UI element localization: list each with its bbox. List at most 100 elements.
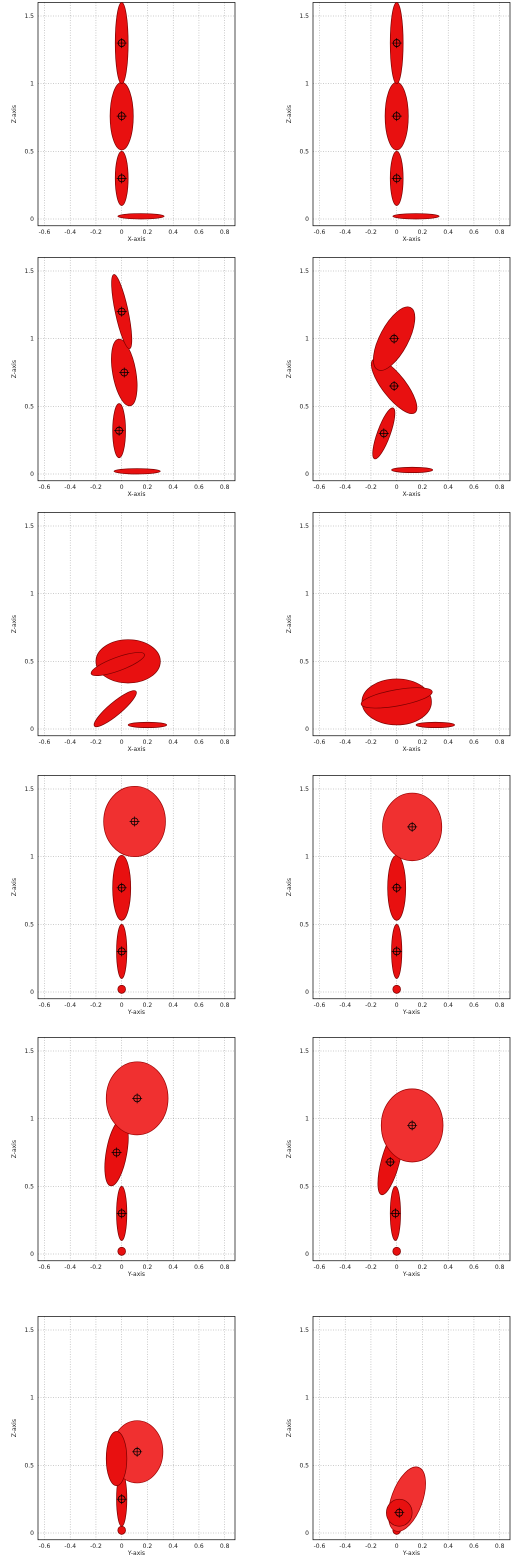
x-tick-label: 0.2 bbox=[418, 1002, 428, 1009]
x-tick-label: 0.4 bbox=[443, 1264, 453, 1271]
x-tick-label: 0.6 bbox=[194, 1002, 204, 1009]
x-tick-label: 0 bbox=[395, 229, 399, 236]
y-tick-label: 1 bbox=[30, 81, 34, 88]
body-segment bbox=[118, 985, 126, 993]
x-tick-label: 0.8 bbox=[220, 1002, 230, 1009]
x-tick-label: 0.6 bbox=[194, 229, 204, 236]
y-tick-label: 0 bbox=[305, 216, 309, 223]
x-tick-label: -0.2 bbox=[365, 739, 377, 746]
x-tick-label: 0.4 bbox=[168, 739, 178, 746]
x-tick-label: 0.4 bbox=[443, 1002, 453, 1009]
y-axis-label: Z-axis bbox=[11, 878, 18, 896]
x-tick-label: 0.2 bbox=[143, 739, 153, 746]
y-axis-label: Z-axis bbox=[11, 105, 18, 123]
y-axis-label: Z-axis bbox=[286, 878, 293, 896]
x-tick-label: 0.6 bbox=[469, 229, 479, 236]
body-segment bbox=[128, 722, 167, 727]
x-tick-label: -0.4 bbox=[339, 484, 351, 491]
panel: -0.6-0.4-0.200.20.40.60.800.511.5Y-axisZ… bbox=[286, 775, 510, 1015]
y-tick-label: 0 bbox=[305, 471, 309, 478]
y-tick-label: 1 bbox=[30, 1116, 34, 1123]
x-tick-label: 0.8 bbox=[495, 229, 505, 236]
x-tick-label: 0.6 bbox=[194, 1543, 204, 1550]
y-tick-label: 1 bbox=[30, 1395, 34, 1402]
y-tick-label: 1.5 bbox=[24, 523, 34, 530]
body-segment bbox=[381, 1462, 433, 1536]
x-axis-label: Y-axis bbox=[402, 1550, 420, 1557]
x-tick-label: 0 bbox=[395, 1543, 399, 1550]
panel: -0.6-0.4-0.200.20.40.60.800.511.5X-axisZ… bbox=[286, 257, 510, 497]
y-tick-label: 1 bbox=[305, 854, 309, 861]
y-tick-label: 1 bbox=[30, 591, 34, 598]
x-tick-label: 0.4 bbox=[168, 1264, 178, 1271]
x-tick-label: 0.2 bbox=[418, 229, 428, 236]
x-tick-label: -0.6 bbox=[39, 1264, 51, 1271]
x-tick-label: 0.8 bbox=[495, 1264, 505, 1271]
y-tick-label: 0.5 bbox=[24, 403, 34, 410]
x-tick-label: -0.6 bbox=[39, 739, 51, 746]
x-tick-label: 0.2 bbox=[418, 1264, 428, 1271]
x-axis-label: X-axis bbox=[403, 236, 421, 243]
x-tick-label: 0.2 bbox=[418, 484, 428, 491]
body-segment bbox=[114, 469, 160, 474]
x-tick-label: -0.4 bbox=[339, 229, 351, 236]
x-tick-label: -0.2 bbox=[90, 1543, 102, 1550]
y-tick-label: 1.5 bbox=[24, 786, 34, 793]
x-tick-label: -0.6 bbox=[314, 1002, 326, 1009]
y-axis-label: Z-axis bbox=[286, 1419, 293, 1437]
y-tick-label: 1 bbox=[305, 336, 309, 343]
x-tick-label: 0 bbox=[120, 739, 124, 746]
x-tick-label: -0.2 bbox=[90, 739, 102, 746]
x-tick-label: 0.8 bbox=[220, 229, 230, 236]
body-segment bbox=[392, 467, 433, 472]
panel: -0.6-0.4-0.200.20.40.60.800.511.5Y-axisZ… bbox=[286, 1316, 510, 1556]
x-tick-label: -0.6 bbox=[314, 739, 326, 746]
body-segment bbox=[393, 214, 439, 219]
x-tick-label: -0.4 bbox=[339, 1002, 351, 1009]
x-tick-label: -0.4 bbox=[64, 1264, 76, 1271]
y-tick-label: 1 bbox=[305, 591, 309, 598]
x-tick-label: 0.8 bbox=[220, 739, 230, 746]
body-segment bbox=[118, 1526, 126, 1534]
y-tick-label: 0 bbox=[30, 989, 34, 996]
x-tick-label: 0.2 bbox=[143, 1543, 153, 1550]
x-tick-label: 0 bbox=[120, 1264, 124, 1271]
axes-frame bbox=[313, 257, 510, 480]
y-tick-label: 1 bbox=[305, 1395, 309, 1402]
x-tick-label: 0 bbox=[120, 229, 124, 236]
x-tick-label: 0.2 bbox=[143, 484, 153, 491]
axes-frame bbox=[38, 512, 235, 735]
y-tick-label: 0.5 bbox=[24, 148, 34, 155]
x-tick-label: 0.8 bbox=[495, 1002, 505, 1009]
x-tick-label: 0.2 bbox=[418, 1543, 428, 1550]
x-tick-label: -0.2 bbox=[365, 1002, 377, 1009]
x-tick-label: 0 bbox=[120, 1543, 124, 1550]
y-tick-label: 0.5 bbox=[299, 658, 309, 665]
x-tick-label: 0.4 bbox=[168, 1543, 178, 1550]
axes-frame bbox=[38, 2, 235, 225]
y-tick-label: 1.5 bbox=[299, 13, 309, 20]
panel: -0.6-0.4-0.200.20.40.60.800.511.5Y-axisZ… bbox=[11, 1316, 235, 1556]
x-tick-label: 0 bbox=[395, 1002, 399, 1009]
x-axis-label: Y-axis bbox=[127, 1550, 145, 1557]
x-tick-label: -0.4 bbox=[339, 1543, 351, 1550]
x-tick-label: 0 bbox=[395, 1264, 399, 1271]
x-tick-label: -0.2 bbox=[90, 1002, 102, 1009]
x-tick-label: 0.2 bbox=[418, 739, 428, 746]
y-tick-label: 0.5 bbox=[299, 1183, 309, 1190]
x-tick-label: 0.4 bbox=[168, 229, 178, 236]
y-axis-label: Z-axis bbox=[11, 615, 18, 633]
y-tick-label: 1.5 bbox=[24, 1048, 34, 1055]
x-tick-label: 0.8 bbox=[220, 484, 230, 491]
x-tick-label: -0.6 bbox=[39, 229, 51, 236]
y-tick-label: 0 bbox=[30, 726, 34, 733]
x-tick-label: 0.8 bbox=[495, 739, 505, 746]
x-tick-label: -0.6 bbox=[314, 1264, 326, 1271]
y-tick-label: 1.5 bbox=[299, 268, 309, 275]
y-tick-label: 1.5 bbox=[24, 13, 34, 20]
x-axis-label: X-axis bbox=[128, 491, 146, 498]
